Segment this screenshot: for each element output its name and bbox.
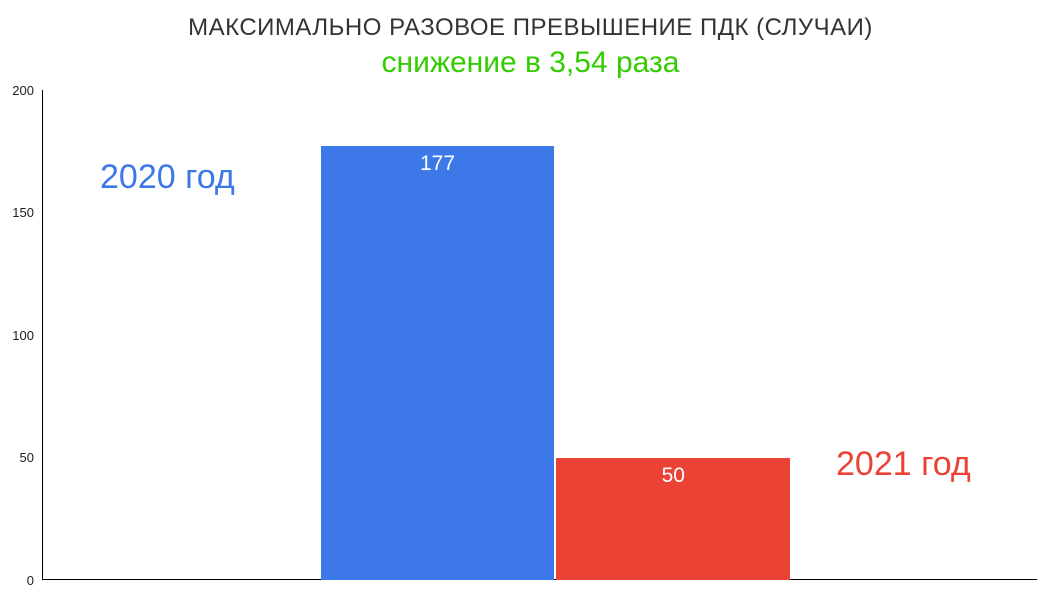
annotation-0: 2020 год	[100, 158, 235, 197]
annotation-1: 2021 год	[836, 445, 971, 484]
chart-subtitle: снижение в 3,54 раза	[0, 46, 1061, 80]
y-axis-line	[42, 90, 43, 580]
y-tick-label: 50	[0, 450, 34, 465]
bar-value-label: 50	[556, 464, 790, 488]
y-tick-label: 150	[0, 205, 34, 220]
chart-root: МАКСИМАЛЬНО РАЗОВОЕ ПРЕВЫШЕНИЕ ПДК (СЛУЧ…	[0, 0, 1061, 610]
y-tick-label: 100	[0, 328, 34, 343]
bar-2021: 50	[556, 458, 790, 581]
y-tick-label: 0	[0, 573, 34, 588]
y-tick-label: 200	[0, 83, 34, 98]
bar-value-label: 177	[321, 152, 555, 176]
bar-2020: 177	[321, 146, 555, 580]
chart-title: МАКСИМАЛЬНО РАЗОВОЕ ПРЕВЫШЕНИЕ ПДК (СЛУЧ…	[0, 14, 1061, 42]
